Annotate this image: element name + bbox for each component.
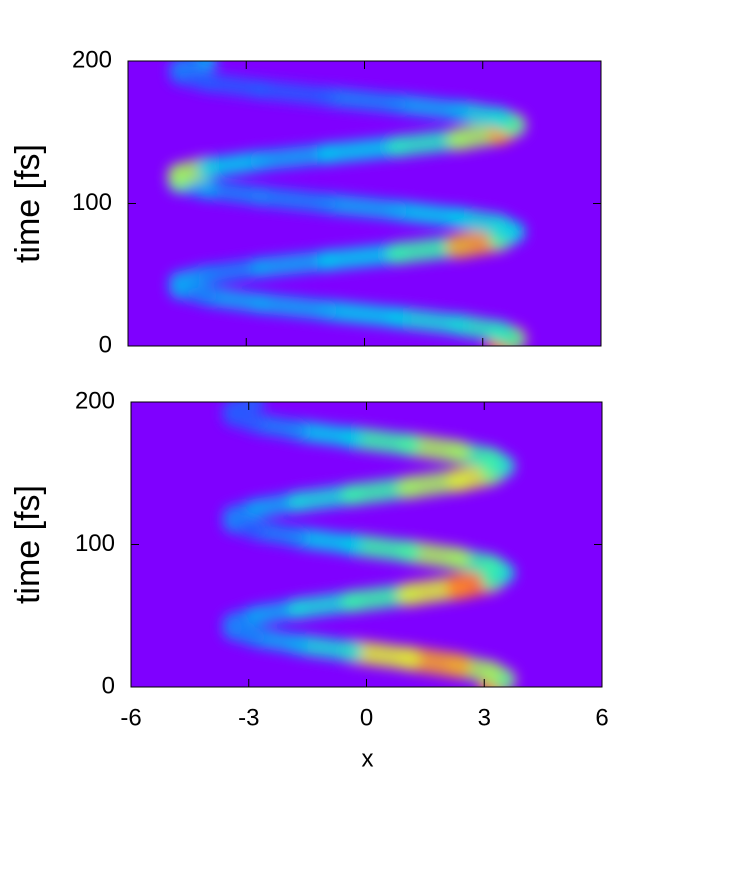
density	[222, 402, 517, 687]
x-tick-label: -6	[120, 704, 141, 731]
density-band	[316, 136, 408, 164]
density-band	[317, 86, 407, 114]
density-band	[316, 243, 408, 271]
x-tick-label: 0	[360, 704, 373, 731]
y-tick-label: 200	[75, 387, 115, 414]
x-tick-label: 3	[478, 704, 491, 731]
density-band	[387, 93, 469, 121]
density-band	[250, 80, 337, 107]
density	[167, 61, 528, 346]
density-band	[316, 300, 408, 328]
x-tick-label: 6	[595, 704, 608, 731]
density-band	[386, 200, 469, 228]
y-axis-label: time [fs]	[9, 485, 47, 604]
x-axis-label: x	[362, 745, 374, 772]
x-tick-label: -3	[238, 704, 259, 731]
density-band	[250, 143, 338, 171]
density-band	[317, 193, 408, 221]
y-tick-label: 100	[75, 530, 115, 557]
y-tick-label: 100	[72, 189, 112, 216]
y-tick-label: 0	[102, 672, 115, 699]
y-tick-label: 200	[72, 46, 112, 73]
density-band	[250, 186, 337, 214]
density-band	[386, 307, 469, 336]
y-axis-label: time [fs]	[9, 144, 47, 263]
y-tick-label: 0	[99, 331, 112, 358]
density-band	[250, 293, 338, 321]
density-band	[250, 250, 338, 278]
